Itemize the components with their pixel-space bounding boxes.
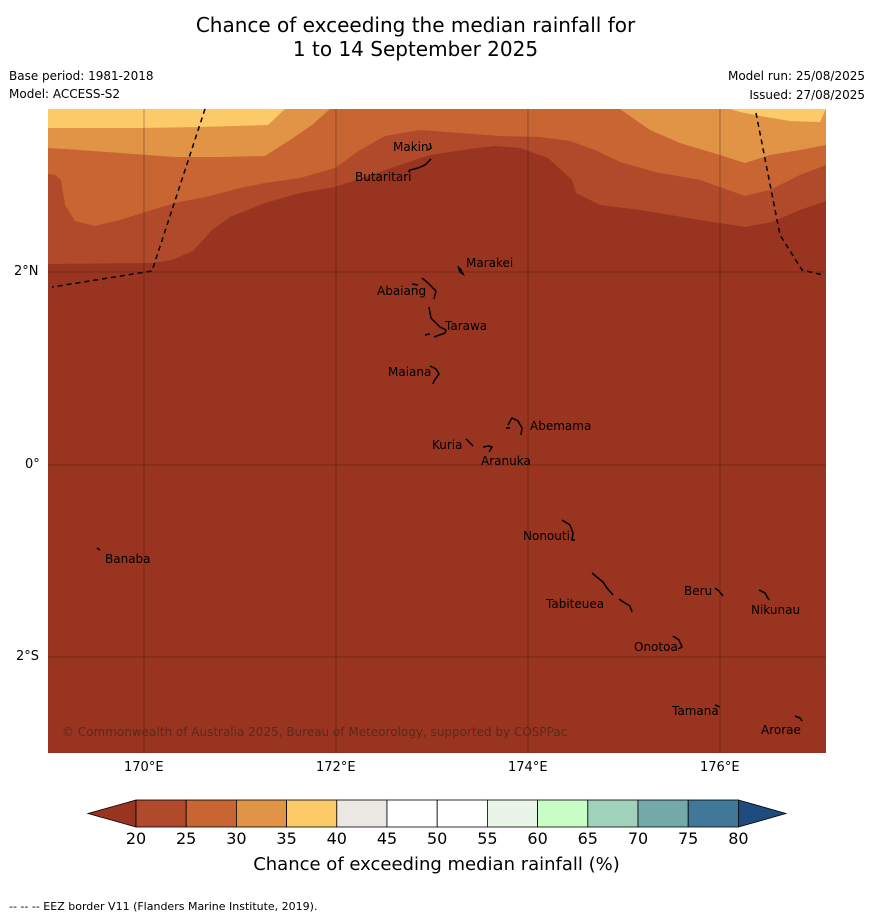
colorbar-tick-label: 20: [125, 829, 147, 848]
eez-border-west: [51, 108, 206, 288]
x-tick-172e: 172°E: [316, 760, 356, 775]
colorbar-tick-label: 30: [226, 829, 247, 848]
island-label-nikunau: Nikunau: [751, 603, 800, 617]
island-label-tamana: Tamana: [671, 704, 719, 718]
model-run-date: Model run: 25/08/2025: [727, 69, 865, 83]
map-title-line1: Chance of exceeding the median rainfall …: [195, 13, 636, 37]
nikunau-coastline: [758, 589, 770, 601]
colorbar-segment: [185, 799, 237, 828]
x-tick-174e: 174°E: [508, 760, 548, 775]
colorbar-segment: [486, 799, 538, 828]
island-label-tarawa: Tarawa: [444, 319, 487, 333]
y-tick-2n: 2°N: [14, 264, 39, 279]
colorbar: [86, 799, 788, 828]
kuria-coastline: [465, 438, 474, 447]
island-label-nonouti: Nonouti: [523, 529, 570, 543]
colorbar-tick-label: 25: [176, 829, 197, 848]
region-35-40: [48, 109, 826, 128]
issued-date: Issued: 27/08/2025: [749, 88, 865, 102]
island-label-makin: Makin: [393, 140, 429, 154]
island-label-onotoa: Onotoa: [634, 640, 678, 654]
y-tick-2s: 2°S: [16, 649, 40, 664]
island-label-maiana: Maiana: [388, 365, 431, 379]
colorbar-segment: [235, 799, 287, 828]
copyright-notice: © Commonwealth of Australia 2025, Bureau…: [62, 725, 567, 739]
colorbar-segment: [386, 799, 438, 828]
island-label-marakei: Marakei: [466, 256, 513, 270]
nonouti-coastline: [561, 519, 575, 541]
banaba-coastline: [96, 547, 101, 551]
map-area: Makin Butaritari Marakei Abaiang Tarawa …: [48, 108, 826, 753]
abemama-coastline: [506, 417, 523, 436]
grid-lines: [48, 109, 826, 753]
eez-footer-note: -- -- -- EEZ border V11 (Flanders Marine…: [9, 900, 318, 913]
colorbar-segment: [336, 799, 388, 828]
colorbar-segment: [286, 799, 338, 828]
tarawa-coastline: [424, 306, 447, 338]
model-name: Model: ACCESS-S2: [9, 87, 121, 101]
abaiang-coastline: [411, 277, 437, 300]
colorbar-tick-label: 35: [276, 829, 297, 848]
colorbar-segment: [637, 799, 689, 828]
marakei-coastline: [457, 265, 465, 277]
colorbar-tick-label: 55: [477, 829, 498, 848]
map-title-line2: 1 to 14 September 2025: [292, 37, 539, 61]
colorbar-tick-label: 80: [728, 829, 749, 848]
colorbar-segment: [436, 799, 488, 828]
colorbar-tick-label: 45: [376, 829, 398, 848]
beru-coastline: [714, 587, 724, 597]
island-labels: Makin Butaritari Marakei Abaiang Tarawa …: [105, 140, 801, 737]
x-tick-170e: 170°E: [124, 760, 164, 775]
colorbar-segment: [135, 799, 187, 828]
colorbar-tick-label: 75: [678, 829, 699, 848]
butaritari-coastline: [407, 158, 432, 173]
colorbar-tick-label: 70: [627, 829, 649, 848]
y-tick-0: 0°: [25, 457, 40, 472]
colorbar-segment: [687, 799, 739, 828]
x-tick-176e: 176°E: [700, 760, 740, 775]
island-label-kuria: Kuria: [432, 438, 463, 452]
maiana-coastline: [429, 365, 440, 385]
colorbar-tick-label: 50: [427, 829, 448, 848]
tamana-coastline: [714, 704, 721, 708]
colorbar-over-arrow: [738, 799, 788, 828]
island-coastlines: [96, 142, 803, 722]
colorbar-tick-label: 65: [577, 829, 598, 848]
island-label-banaba: Banaba: [105, 552, 151, 566]
aranuka-coastline: [482, 445, 494, 453]
island-label-aranuka: Aranuka: [481, 454, 531, 468]
colorbar-under-arrow: [86, 799, 137, 828]
colorbar-tick-label: 60: [527, 829, 548, 848]
island-label-beru: Beru: [684, 584, 712, 598]
eez-border-east: [755, 112, 824, 276]
tabiteuea-coastline: [591, 572, 633, 613]
colorbar-title: Chance of exceeding median rainfall (%): [253, 854, 620, 875]
makin-coastline: [427, 142, 432, 151]
island-label-abemama: Abemama: [530, 419, 591, 433]
island-label-butaritari: Butaritari: [355, 170, 412, 184]
island-label-abaiang: Abaiang: [377, 284, 426, 298]
colorbar-segment: [537, 799, 589, 828]
colorbar-tick-label: 40: [326, 829, 347, 848]
onotoa-coastline: [672, 635, 683, 650]
island-label-arorae: Arorae: [761, 723, 801, 737]
arorae-coastline: [794, 715, 803, 722]
colorbar-segment: [587, 799, 639, 828]
island-label-tabiteuea: Tabiteuea: [545, 597, 604, 611]
base-period: Base period: 1981-2018: [9, 69, 154, 83]
eez-border: [51, 108, 824, 288]
